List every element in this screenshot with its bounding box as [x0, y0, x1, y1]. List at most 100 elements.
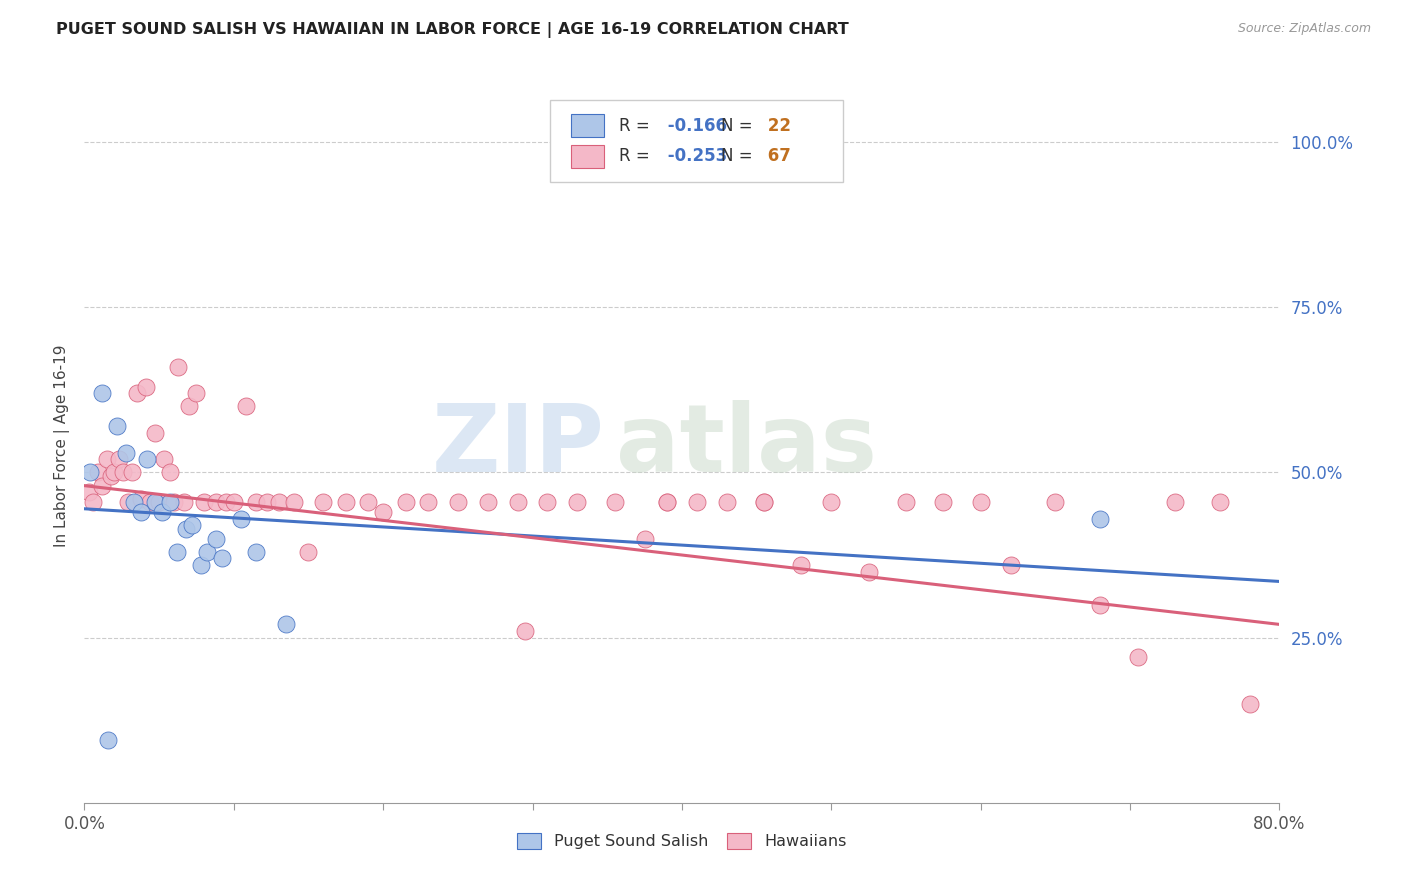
- Point: [79, 466, 101, 480]
- Point: [297, 545, 319, 559]
- Point: [166, 545, 188, 559]
- Point: [112, 466, 135, 480]
- Point: [274, 617, 297, 632]
- Point: [211, 551, 233, 566]
- Point: [129, 491, 152, 506]
- Point: [235, 400, 257, 414]
- Point: [121, 466, 143, 480]
- Point: [91, 386, 114, 401]
- Point: [312, 495, 335, 509]
- Point: [82, 495, 104, 509]
- Point: [174, 522, 197, 536]
- Point: [932, 495, 955, 509]
- Text: 22: 22: [762, 117, 792, 135]
- Point: [1045, 495, 1067, 509]
- Point: [1090, 598, 1112, 612]
- Point: [135, 379, 157, 393]
- Point: [107, 452, 129, 467]
- Point: [283, 495, 305, 509]
- Point: [159, 495, 181, 509]
- Text: -0.166: -0.166: [662, 117, 727, 135]
- Point: [567, 495, 589, 509]
- Point: [506, 495, 529, 509]
- Text: PUGET SOUND SALISH VS HAWAIIAN IN LABOR FORCE | AGE 16-19 CORRELATION CHART: PUGET SOUND SALISH VS HAWAIIAN IN LABOR …: [56, 22, 849, 38]
- Point: [205, 495, 228, 509]
- Point: [177, 400, 200, 414]
- Point: [87, 466, 110, 480]
- Text: R =: R =: [619, 117, 650, 135]
- Point: [97, 733, 120, 747]
- Text: N =: N =: [721, 117, 754, 135]
- Point: [858, 565, 880, 579]
- Point: [394, 495, 416, 509]
- Point: [136, 452, 159, 467]
- Point: [790, 558, 813, 572]
- Point: [190, 558, 212, 572]
- Point: [686, 495, 709, 509]
- Point: [1239, 697, 1261, 711]
- Point: [100, 468, 122, 483]
- Point: [125, 386, 148, 401]
- Point: [267, 495, 290, 509]
- Point: [195, 545, 218, 559]
- Point: [416, 495, 439, 509]
- Point: [181, 518, 204, 533]
- Text: atlas: atlas: [616, 400, 877, 492]
- Point: [1209, 495, 1232, 509]
- Point: [536, 495, 558, 509]
- FancyBboxPatch shape: [571, 145, 605, 168]
- Point: [167, 359, 190, 374]
- Point: [256, 495, 278, 509]
- Point: [222, 495, 245, 509]
- Point: [159, 466, 181, 480]
- Text: Source: ZipAtlas.com: Source: ZipAtlas.com: [1237, 22, 1371, 36]
- Point: [105, 419, 128, 434]
- Point: [163, 495, 186, 509]
- Point: [357, 495, 380, 509]
- Text: N =: N =: [721, 147, 754, 165]
- FancyBboxPatch shape: [551, 100, 844, 182]
- Point: [205, 532, 228, 546]
- Text: -0.253: -0.253: [662, 147, 727, 165]
- Point: [447, 495, 470, 509]
- Point: [231, 511, 253, 525]
- FancyBboxPatch shape: [571, 114, 605, 137]
- Point: [186, 386, 208, 401]
- Text: ZIP: ZIP: [432, 400, 605, 492]
- Point: [115, 445, 138, 459]
- Point: [752, 495, 775, 509]
- Point: [655, 495, 678, 509]
- Point: [513, 624, 536, 638]
- Point: [96, 452, 118, 467]
- Point: [148, 495, 170, 509]
- Point: [373, 505, 395, 519]
- Point: [245, 545, 267, 559]
- Point: [122, 495, 145, 509]
- Y-axis label: In Labor Force | Age 16-19: In Labor Force | Age 16-19: [55, 344, 70, 548]
- Text: 67: 67: [762, 147, 790, 165]
- Point: [1126, 650, 1149, 665]
- Point: [129, 505, 152, 519]
- Point: [1164, 495, 1187, 509]
- Point: [894, 495, 917, 509]
- Point: [245, 495, 267, 509]
- Point: [193, 495, 215, 509]
- Legend: Puget Sound Salish, Hawaiians: Puget Sound Salish, Hawaiians: [510, 826, 853, 855]
- Point: [603, 495, 626, 509]
- Point: [820, 495, 842, 509]
- Point: [143, 495, 166, 509]
- Point: [477, 495, 499, 509]
- Point: [215, 495, 238, 509]
- Point: [633, 532, 655, 546]
- Point: [752, 495, 775, 509]
- Point: [655, 495, 678, 509]
- Point: [143, 425, 166, 440]
- Point: [152, 452, 174, 467]
- Point: [150, 505, 173, 519]
- Point: [103, 466, 125, 480]
- Point: [335, 495, 357, 509]
- Point: [970, 495, 993, 509]
- Text: R =: R =: [619, 147, 650, 165]
- Point: [117, 495, 139, 509]
- Point: [1090, 511, 1112, 525]
